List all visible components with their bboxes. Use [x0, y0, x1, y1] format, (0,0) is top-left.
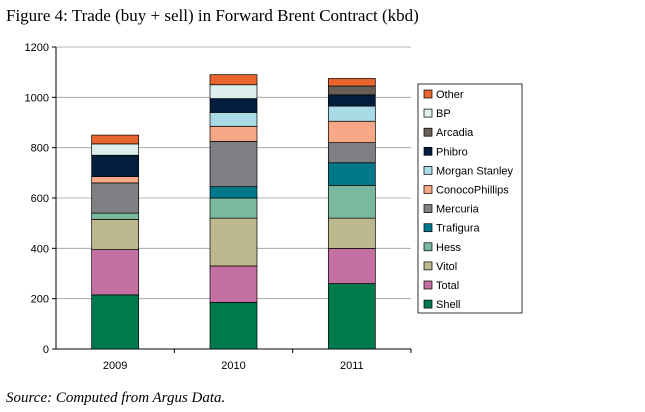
- x-tick-label: 2010: [221, 360, 245, 372]
- bar-segment-conocophillips-2011: [327, 120, 376, 143]
- bar-segment-conocophillips-2009: [91, 176, 140, 184]
- legend-label: Other: [436, 89, 464, 101]
- y-tick-label: 600: [31, 193, 49, 205]
- bar-segment-trafigura-2011: [327, 162, 376, 186]
- legend-label: Morgan Stanley: [436, 165, 514, 177]
- bar-segment-mercuria-2010: [209, 141, 258, 188]
- legend-label: Phibro: [436, 146, 468, 158]
- bar-segment-shell-2010: [209, 302, 258, 350]
- bar-segment-hess-2011: [327, 185, 376, 219]
- bar-segment-other-2010: [209, 74, 258, 86]
- figure-title: Figure 4: Trade (buy + sell) in Forward …: [6, 6, 419, 25]
- bar-segment-bp-2009: [91, 143, 140, 156]
- legend-label: Shell: [436, 299, 460, 311]
- legend-swatch: [423, 280, 433, 290]
- bar-segment-vitol-2010: [209, 217, 258, 267]
- bar-segment-morgan-stanley-2010: [209, 112, 258, 127]
- bar-segment-morgan-stanley-2011: [327, 105, 376, 122]
- bar-segment-phibro-2011: [327, 94, 376, 107]
- legend-swatch: [423, 185, 433, 194]
- legend-box: [417, 83, 523, 314]
- legend-swatch: [423, 223, 433, 233]
- bar-segment-shell-2009: [91, 294, 140, 350]
- bar-segment-total-2009: [91, 249, 140, 296]
- legend-label: Trafigura: [436, 223, 480, 235]
- legend-swatch: [423, 299, 433, 309]
- y-tick-label: 0: [43, 344, 49, 356]
- bar-segment-total-2010: [209, 265, 258, 303]
- legend-label: Total: [436, 280, 459, 292]
- bar-segment-hess-2009: [91, 212, 140, 220]
- bar-segment-bp-2010: [209, 84, 258, 99]
- bar-segment-shell-2011: [327, 283, 376, 350]
- source-note: Source: Computed from Argus Data.: [6, 390, 226, 406]
- bar-segment-other-2009: [91, 134, 140, 145]
- legend-swatch: [423, 127, 433, 137]
- bar-segment-total-2011: [327, 247, 376, 284]
- legend-swatch: [423, 166, 433, 175]
- y-tick-label: 1000: [25, 92, 49, 104]
- legend-label: Mercuria: [436, 204, 480, 216]
- legend-label: Hess: [436, 242, 462, 254]
- x-tick-label: 2011: [340, 360, 364, 372]
- bar-segment-phibro-2009: [91, 154, 140, 177]
- y-tick-label: 400: [31, 243, 49, 255]
- legend-swatch: [423, 242, 433, 252]
- bar-segment-conocophillips-2010: [209, 125, 258, 142]
- bar-segment-mercuria-2011: [327, 142, 376, 164]
- bar-segment-vitol-2011: [327, 217, 376, 249]
- legend-swatch: [423, 204, 433, 213]
- bar-segment-vitol-2009: [91, 219, 140, 250]
- legend-swatch: [423, 146, 433, 156]
- legend-swatch: [423, 89, 433, 99]
- legend-label: Vitol: [436, 261, 457, 273]
- bar-segment-other-2011: [327, 78, 376, 87]
- y-tick-label: 1200: [25, 42, 49, 54]
- y-tick-label: 200: [31, 294, 49, 306]
- x-tick-label: 2009: [103, 360, 127, 372]
- y-tick-label: 800: [31, 143, 49, 155]
- bar-segment-phibro-2010: [209, 98, 258, 113]
- legend-label: Arcadia: [436, 127, 474, 139]
- legend-swatch: [423, 261, 433, 271]
- bar-segment-arcadia-2011: [327, 85, 376, 96]
- bar-segment-trafigura-2010: [209, 186, 258, 199]
- legend-swatch: [423, 108, 433, 118]
- legend-label: ConocoPhillips: [436, 185, 509, 197]
- bar-segment-hess-2010: [209, 197, 258, 219]
- bar-segment-mercuria-2009: [91, 182, 140, 214]
- legend-label: BP: [436, 108, 451, 120]
